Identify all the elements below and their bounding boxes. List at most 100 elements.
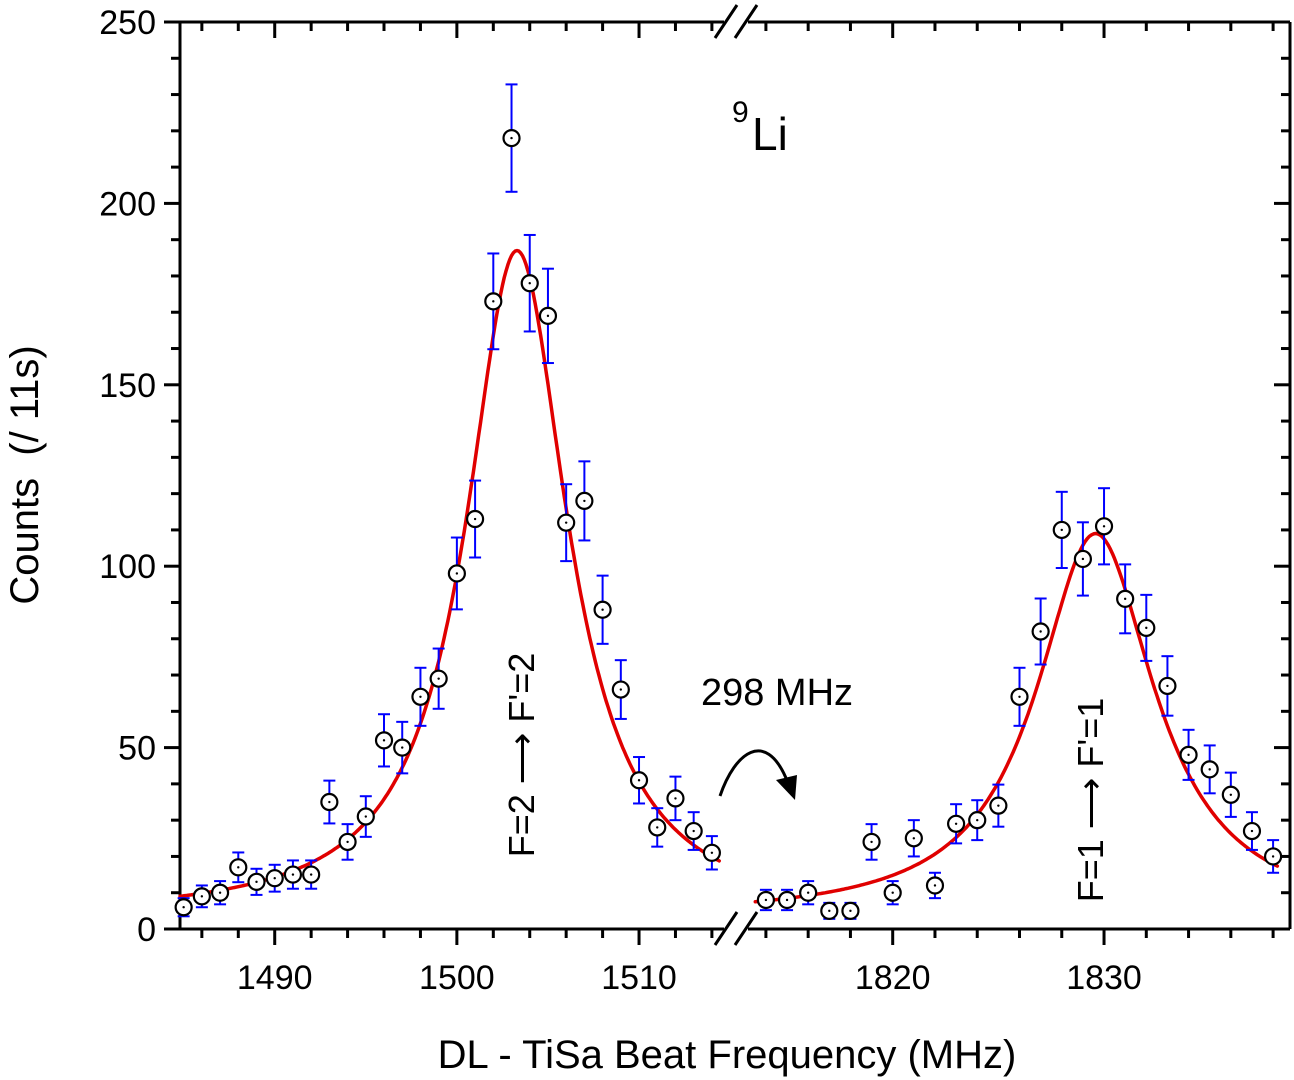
data-point [192, 887, 211, 906]
data-point-dot [1208, 768, 1211, 771]
data-point-dot [291, 873, 295, 876]
data-point-dot [891, 891, 894, 894]
data-point-dot [401, 746, 404, 749]
y-tick-label: 150 [99, 367, 156, 405]
x-axis-title: DL - TiSa Beat Frequency (MHz) [438, 1033, 1017, 1077]
data-point [447, 564, 466, 583]
data-point [1031, 622, 1050, 641]
data-point [1094, 517, 1114, 536]
data-point [174, 898, 193, 917]
data-point [947, 814, 966, 833]
data-point [1137, 618, 1156, 637]
axes [178, 4, 1292, 946]
data-point [611, 680, 630, 699]
y-tick-label: 100 [99, 548, 156, 586]
data-point [1200, 760, 1219, 779]
y-tick-label: 0 [137, 911, 156, 949]
data-point-dot [1187, 753, 1190, 757]
data-point-dot [656, 826, 659, 829]
data-point-dot [674, 797, 677, 800]
data-point [320, 792, 339, 812]
data-point [593, 600, 612, 619]
data-point [756, 890, 776, 910]
bottom-axis-break-mark [713, 911, 739, 946]
splitting-label: 298 MHz [701, 672, 853, 714]
data-point-dot [346, 840, 349, 844]
data-point [229, 858, 248, 877]
data-point [502, 128, 521, 148]
data-point-dot [455, 572, 459, 575]
data-point-dot [710, 851, 714, 855]
data-point-dot [309, 873, 313, 876]
data-point [429, 669, 448, 688]
x-tick-label: 1490 [237, 959, 313, 997]
data-point-dot [583, 499, 586, 503]
data-point-dot [976, 818, 979, 822]
data-point [989, 796, 1008, 815]
data-point [820, 901, 839, 920]
data-point [648, 818, 667, 837]
data-point-dot [382, 739, 386, 742]
data-point-dot [954, 822, 958, 825]
data-point [283, 865, 303, 884]
data-point [465, 509, 485, 529]
data-point [538, 306, 558, 325]
data-point-dot [218, 891, 222, 894]
data-point [575, 491, 594, 510]
x-tick-label: 1830 [1066, 959, 1142, 997]
data-point-dot [273, 877, 276, 880]
data-point [629, 771, 649, 790]
data-point-dot [828, 909, 831, 913]
data-point [557, 513, 576, 532]
fit-curve-right-peak [753, 531, 1280, 904]
data-point [1263, 847, 1283, 866]
data-point-dot [1060, 528, 1063, 532]
top-axis-break-mark [733, 4, 759, 39]
data-point-dot [255, 880, 258, 884]
data-point-dot [1081, 557, 1085, 561]
x-tick-label: 1510 [601, 959, 677, 997]
left-transition-label: F=2 ⟶ F'=2 [501, 653, 542, 858]
data-point [1010, 687, 1029, 706]
isotope-label: 9 Li [732, 96, 788, 160]
data-point-dot [237, 866, 240, 869]
data-point-dot [1145, 626, 1148, 630]
data-point [841, 901, 860, 920]
y-axis-title: Counts (/ 11s) [3, 345, 47, 604]
data-point [862, 832, 881, 852]
data-point-dot [785, 898, 789, 902]
data-point [484, 292, 503, 311]
bottom-axis-break-mark [733, 911, 759, 946]
data-point-dot [806, 891, 810, 894]
data-point [210, 883, 230, 902]
data-point [247, 872, 266, 891]
data-point-dot [912, 837, 916, 840]
data-point [684, 821, 703, 841]
data-point [1052, 520, 1071, 540]
data-markers [174, 128, 1283, 920]
data-point-dot [200, 895, 204, 898]
data-point [374, 731, 394, 750]
top-axis-break-mark [713, 4, 739, 39]
data-point-dot [849, 909, 852, 913]
data-point-dot [637, 779, 641, 782]
data-point [411, 687, 430, 706]
isotope-mass-number: 9 [732, 96, 749, 129]
data-point-dot [601, 608, 604, 611]
data-point [1242, 821, 1262, 841]
data-point [302, 865, 321, 884]
curved-arrow-icon [718, 749, 797, 800]
data-point-dot [546, 314, 550, 318]
x-tick-label: 1820 [855, 959, 931, 997]
data-point-dot [619, 688, 623, 691]
data-point [1158, 676, 1177, 696]
data-point [883, 883, 902, 902]
data-point [904, 829, 923, 848]
y-tick-label: 50 [118, 730, 156, 768]
data-point [1073, 549, 1092, 569]
data-point-dot [1229, 793, 1233, 796]
data-point-dot [692, 829, 695, 833]
right-transition-label: F=1 ⟶ F'=1 [1070, 698, 1111, 903]
data-point [520, 274, 539, 293]
